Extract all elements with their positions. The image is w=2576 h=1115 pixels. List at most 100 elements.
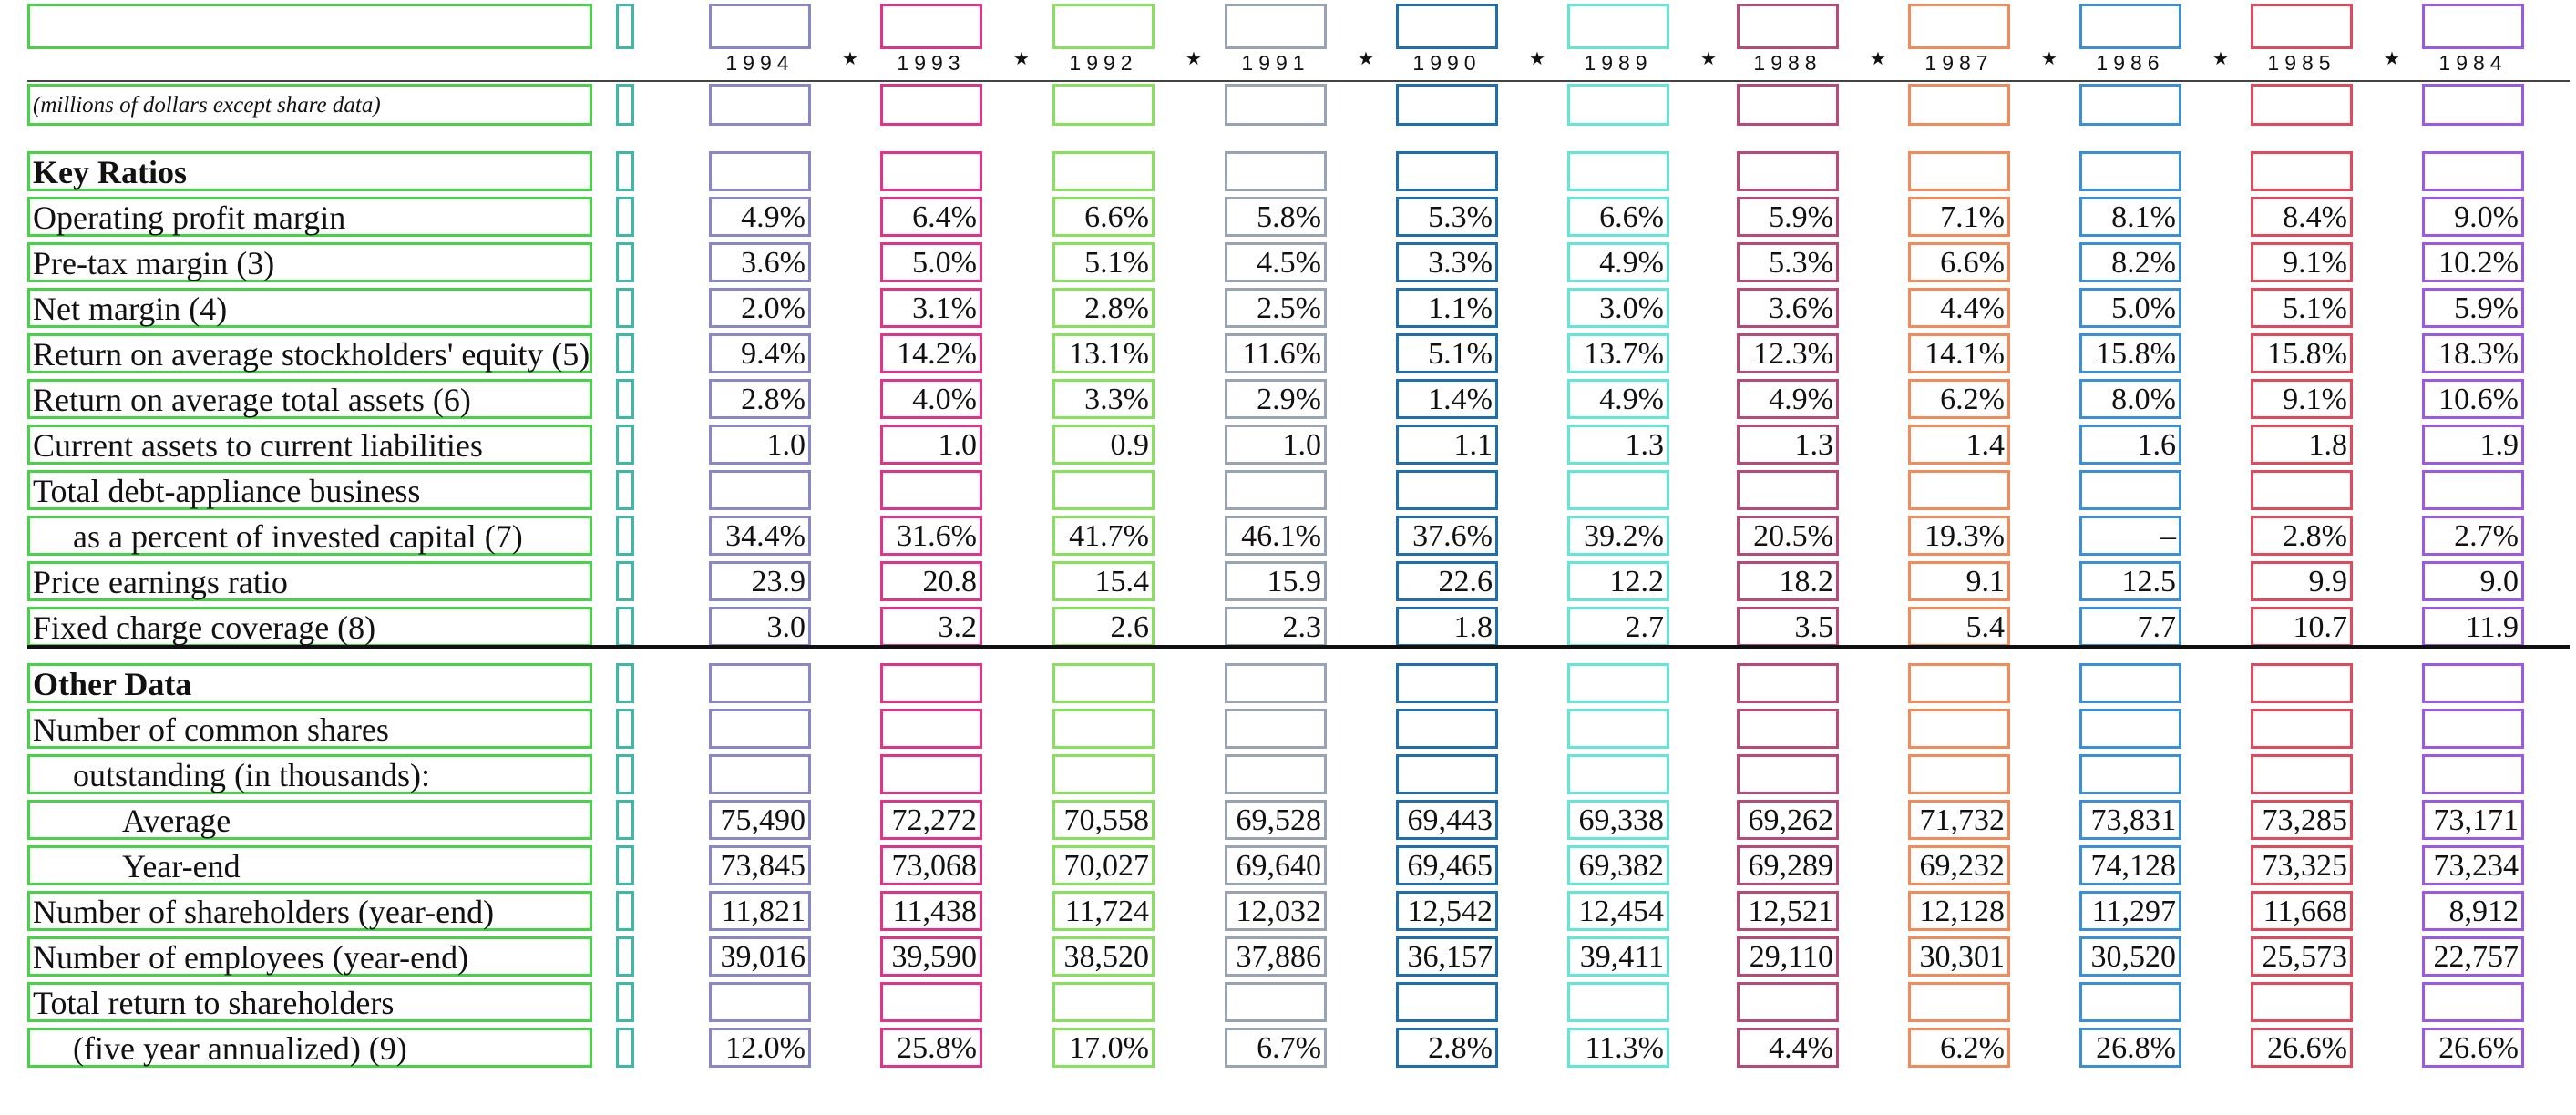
- cell-box: [1908, 561, 2010, 601]
- star-icon: ★: [2212, 47, 2229, 69]
- cell-value: 46.1%: [1241, 519, 1321, 553]
- label-box: [27, 288, 592, 328]
- cell-box: [880, 1028, 982, 1068]
- cell-box: [1396, 197, 1498, 237]
- cell-box: [1225, 197, 1327, 237]
- cell-value: 4.9%: [1599, 383, 1664, 416]
- cell-box: [1225, 333, 1327, 373]
- cell-box: [1567, 936, 1669, 977]
- row-label: Return on average total assets (6): [33, 382, 471, 418]
- cell-box: [1737, 516, 1839, 556]
- cell-box: [1052, 288, 1155, 328]
- cell-box: [1737, 379, 1839, 419]
- year-header: 1985: [2267, 51, 2336, 75]
- cell-value: 1.8: [2308, 428, 2348, 462]
- cell-value: 11,724: [1064, 895, 1149, 928]
- cell-box: [1737, 84, 1839, 126]
- cell-value: 39,411: [1579, 940, 1664, 974]
- cell-box: [880, 425, 982, 465]
- cell-box: [1567, 288, 1669, 328]
- cell-value: 6.2%: [1940, 1031, 2005, 1065]
- cell-value: 1.0: [1282, 428, 1322, 462]
- cell-box: [1396, 1028, 1498, 1068]
- marker-box: [616, 288, 634, 328]
- cell-value: 3.0%: [1599, 292, 1664, 325]
- year-box: [709, 4, 811, 49]
- cell-box: [1567, 982, 1669, 1022]
- marker-box: [616, 800, 634, 840]
- year-header: 1992: [1069, 51, 1138, 75]
- cell-value: 2.5%: [1257, 292, 1321, 325]
- year-header: 1984: [2438, 51, 2508, 75]
- units-note: (millions of dollars except share data): [33, 93, 381, 118]
- cell-box: [1396, 288, 1498, 328]
- cell-value: 5.3%: [1769, 246, 1833, 280]
- cell-value: 18.3%: [2438, 337, 2519, 371]
- cell-value: 2.8%: [1428, 1031, 1493, 1065]
- year-box: [2422, 4, 2524, 49]
- cell-value: –: [2160, 519, 2176, 553]
- cell-box: [2422, 379, 2524, 419]
- marker-box: [616, 663, 634, 703]
- cell-value: 5.0%: [2111, 292, 2176, 325]
- cell-box: [1908, 516, 2010, 556]
- cell-value: 4.5%: [1257, 246, 1321, 280]
- cell-box: [2251, 663, 2353, 703]
- cell-value: 2.8%: [2283, 519, 2347, 553]
- cell-box: [1567, 845, 1669, 885]
- marker-box: [616, 425, 634, 465]
- cell-box: [709, 800, 811, 840]
- marker-box: [616, 982, 634, 1022]
- cell-box: [2079, 754, 2181, 794]
- label-box: [27, 982, 592, 1022]
- cell-box: [2251, 425, 2353, 465]
- cell-value: 9.1: [1965, 565, 2006, 598]
- cell-value: 5.1%: [2283, 292, 2347, 325]
- cell-box: [880, 151, 982, 191]
- cell-box: [1225, 561, 1327, 601]
- cell-value: 2.8%: [741, 383, 806, 416]
- row-label: Pre-tax margin (3): [33, 245, 275, 281]
- cell-value: 69,262: [1748, 803, 1834, 837]
- cell-value: 1.0: [766, 428, 806, 462]
- cell-box: [2422, 516, 2524, 556]
- cell-box: [2079, 561, 2181, 601]
- cell-value: 69,528: [1236, 803, 1322, 837]
- cell-box: [2079, 1028, 2181, 1068]
- cell-value: 11.3%: [1585, 1031, 1664, 1065]
- cell-box: [2251, 936, 2353, 977]
- cell-box: [1908, 936, 2010, 977]
- cell-value: 6.6%: [1599, 200, 1664, 234]
- cell-value: 3.3%: [1428, 246, 1493, 280]
- label-box: [27, 663, 592, 703]
- row-label: Number of common shares: [33, 711, 389, 748]
- cell-box: [880, 333, 982, 373]
- cell-box: [2251, 982, 2353, 1022]
- cell-box: [2422, 288, 2524, 328]
- cell-box: [1737, 891, 1839, 931]
- cell-box: [1737, 709, 1839, 749]
- cell-value: 36,157: [1407, 940, 1493, 974]
- cell-value: 1.6: [2137, 428, 2177, 462]
- cell-box: [709, 936, 811, 977]
- cell-box: [1225, 242, 1327, 282]
- year-header: 1991: [1241, 51, 1310, 75]
- cell-value: 13.7%: [1584, 337, 1664, 371]
- cell-box: [2079, 516, 2181, 556]
- cell-value: 74,128: [2090, 849, 2177, 883]
- cell-box: [1225, 845, 1327, 885]
- cell-box: [1567, 800, 1669, 840]
- cell-value: 69,289: [1748, 849, 1834, 883]
- cell-box: [880, 709, 982, 749]
- year-box: [1052, 4, 1155, 49]
- cell-box: [2251, 151, 2353, 191]
- cell-value: 23.9: [751, 565, 806, 598]
- cell-value: 1.4%: [1428, 383, 1493, 416]
- cell-box: [880, 288, 982, 328]
- cell-box: [1052, 982, 1155, 1022]
- label-box: [27, 1028, 592, 1068]
- cell-value: 6.6%: [1084, 200, 1149, 234]
- label-box: [27, 379, 592, 419]
- star-icon: ★: [1870, 47, 1886, 69]
